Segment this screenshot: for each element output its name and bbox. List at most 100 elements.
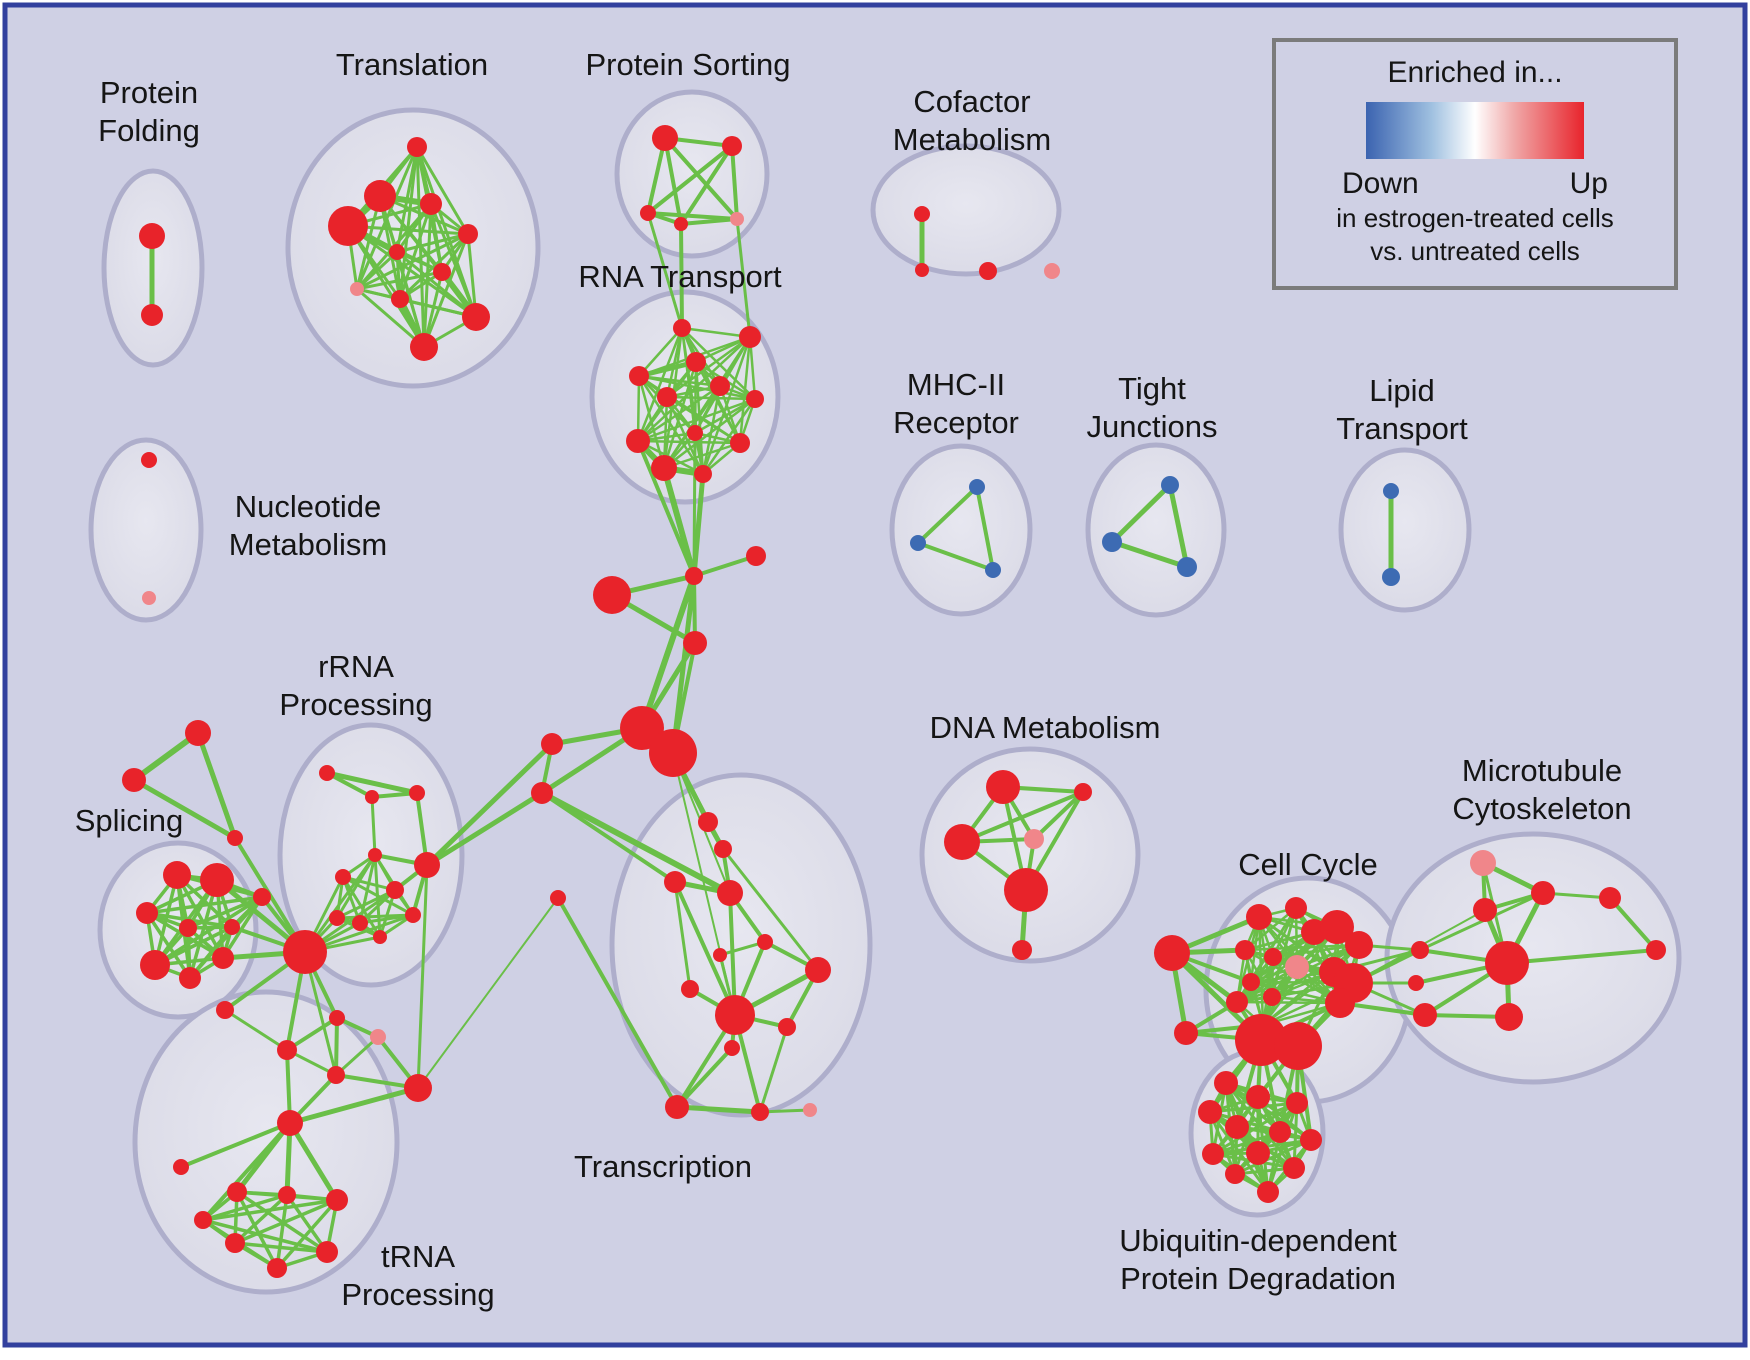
network-node-PF2: [141, 304, 163, 326]
network-edge: [175, 873, 225, 960]
cluster-label-rrna-processing: Processing: [279, 687, 432, 722]
network-node-TR8: [681, 980, 699, 998]
network-node-RT7: [746, 390, 764, 408]
cluster-label-microtubule-cytoskeleton: Cytoskeleton: [1452, 791, 1631, 826]
network-node-PS1: [652, 125, 678, 151]
network-node-RRHUB: [283, 930, 327, 974]
network-edge: [701, 397, 757, 476]
network-node-S10: [216, 1001, 234, 1019]
cluster-label-protein-folding: Folding: [98, 113, 200, 148]
cluster-label-lipid-transport: Transport: [1336, 411, 1468, 446]
network-node-TN3: [326, 1189, 348, 1211]
network-node-S7: [212, 947, 234, 969]
network-node-T1: [407, 137, 427, 157]
network-node-TR3: [664, 871, 686, 893]
network-edge: [1271, 943, 1361, 959]
network-node-R9: [352, 915, 368, 931]
cluster-label-cell-cycle: Cell Cycle: [1238, 847, 1378, 882]
network-node-TC: [277, 1110, 303, 1136]
network-edge: [355, 250, 399, 291]
network-node-R3: [409, 785, 425, 801]
network-node-M5: [541, 733, 563, 755]
cluster-ellipse-tight-junctions: [1085, 442, 1227, 618]
network-node-S2: [200, 863, 234, 897]
network-node-UHUB2: [1274, 1022, 1322, 1070]
cluster-label-protein-folding: Protein: [100, 75, 198, 110]
network-node-PS5: [730, 212, 744, 226]
network-node-U1: [1214, 1071, 1238, 1095]
network-edge: [679, 144, 734, 226]
cluster-label-dna-metabolism: DNA Metabolism: [930, 710, 1161, 745]
network-edge: [662, 397, 757, 470]
network-edge: [233, 1241, 329, 1254]
network-node-R12: [329, 1010, 345, 1026]
network-edge: [355, 287, 426, 349]
network-edge: [728, 891, 737, 1017]
network-node-C16: [1325, 988, 1355, 1018]
network-edge: [417, 897, 559, 1089]
network-node-U4: [1198, 1100, 1222, 1124]
network-node-D4: [944, 824, 980, 860]
network-edge: [693, 397, 757, 435]
cluster-label-ubiquitin-degradation: Protein Degradation: [1120, 1261, 1396, 1296]
network-edge: [735, 217, 752, 339]
network-node-C10: [1285, 955, 1309, 979]
network-edge: [275, 1198, 339, 1270]
network-node-U6: [1269, 1121, 1291, 1143]
network-node-C1: [1154, 935, 1190, 971]
network-node-TR6: [713, 948, 727, 962]
network-node-T10: [462, 303, 490, 331]
network-node-C2: [1174, 1021, 1198, 1045]
network-node-UHUB1: [1235, 1014, 1287, 1066]
network-edge: [395, 250, 478, 319]
legend-box: Enriched in... Down Up in estrogen-treat…: [1272, 38, 1678, 290]
cluster-label-nucleotide-metabolism: Nucleotide: [235, 489, 381, 524]
network-node-U11: [1225, 1164, 1245, 1184]
network-node-RT2: [739, 326, 761, 348]
network-edge: [233, 1193, 289, 1245]
network-edge: [636, 384, 722, 443]
network-edge: [738, 335, 752, 445]
network-node-MH2: [910, 535, 926, 551]
network-node-M3: [593, 576, 631, 614]
network-edge: [1243, 906, 1298, 952]
network-edge: [1423, 1013, 1511, 1019]
network-node-U5: [1225, 1115, 1249, 1139]
network-node-TJ2: [1102, 532, 1122, 552]
network-node-TN6: [267, 1258, 287, 1278]
network-edge: [1235, 970, 1336, 1004]
network-node-R2: [365, 790, 379, 804]
cluster-label-translation: Translation: [336, 47, 488, 82]
network-node-R11: [405, 907, 421, 923]
network-node-TR12: [665, 1095, 689, 1119]
legend-subtitle-line2: vs. untreated cells: [1370, 236, 1580, 266]
network-edge: [1167, 482, 1190, 570]
network-node-R16: [277, 1040, 297, 1060]
network-edge: [355, 232, 470, 291]
network-edge: [692, 431, 697, 578]
network-node-TR1: [698, 812, 718, 832]
network-node-CM1: [914, 206, 930, 222]
network-edge: [424, 790, 545, 868]
network-node-U9: [1246, 1141, 1270, 1165]
legend-gradient-bar: [1366, 102, 1584, 159]
network-edge: [429, 202, 478, 319]
network-node-R5: [335, 869, 351, 885]
network-edge: [398, 232, 470, 301]
network-node-RT10: [651, 455, 677, 481]
network-edge: [1608, 896, 1658, 952]
network-node-T11: [410, 333, 438, 361]
network-node-RT5: [657, 387, 677, 407]
network-edge: [416, 863, 429, 1090]
network-edge: [663, 136, 683, 226]
network-node-RT12: [730, 433, 750, 453]
network-node-TN1: [227, 1182, 247, 1202]
network-edge: [679, 217, 739, 226]
network-node-S6: [140, 950, 170, 980]
network-edge: [679, 222, 684, 330]
network-node-R1: [319, 765, 335, 781]
cluster-label-mhc-ii-receptor: Receptor: [893, 405, 1019, 440]
network-node-PS3: [640, 205, 656, 221]
network-edge: [223, 1008, 289, 1052]
